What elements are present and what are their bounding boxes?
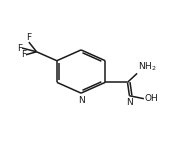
Text: OH: OH (145, 94, 159, 103)
Text: N: N (126, 98, 132, 107)
Text: F: F (26, 33, 31, 42)
Text: NH$_2$: NH$_2$ (138, 60, 157, 73)
Text: F: F (21, 50, 26, 59)
Text: F: F (17, 44, 22, 53)
Text: N: N (78, 96, 84, 105)
